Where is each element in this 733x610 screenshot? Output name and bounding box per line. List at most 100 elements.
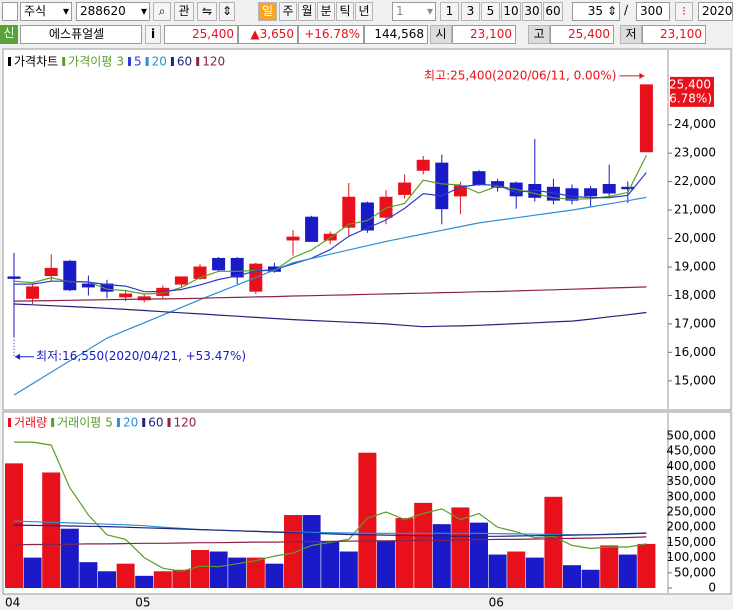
period-button[interactable]: 틱 — [336, 2, 354, 21]
max-arrowhead — [639, 72, 645, 79]
y-tick-label: 300,000 — [666, 489, 716, 503]
volume-bar — [98, 571, 116, 588]
minute-button[interactable]: 60 — [543, 2, 563, 21]
legend-marker — [116, 418, 120, 427]
candle-body — [342, 196, 356, 228]
refresh-button[interactable]: ⇋ — [197, 2, 217, 21]
candle-body — [472, 171, 486, 185]
ma-line — [13, 196, 647, 396]
y-tick-label: 100,000 — [666, 550, 716, 564]
spinner: ⇕ — [606, 4, 617, 18]
market-select[interactable]: 주식 ▾ — [20, 2, 72, 21]
y-tick-label: 0 — [708, 581, 716, 595]
volume-bar — [525, 557, 544, 588]
legend-label: 3 — [116, 55, 124, 69]
menu-icon[interactable] — [2, 2, 18, 21]
period-button[interactable]: 년 — [355, 2, 373, 21]
market: 주식 — [24, 4, 47, 18]
volume-bar — [581, 569, 600, 588]
candle-body — [379, 196, 393, 218]
legend-marker — [167, 418, 171, 427]
ma-line — [13, 520, 647, 536]
volume-bar — [563, 565, 581, 588]
candle-body — [230, 257, 244, 278]
volume-bar — [507, 551, 526, 588]
legend-label: 거래량 — [14, 416, 47, 430]
ma-line — [14, 172, 647, 293]
period-button[interactable]: 분 — [317, 2, 335, 21]
legend-label: 5 — [134, 55, 142, 69]
candle-body — [565, 188, 579, 201]
legend-marker — [51, 418, 55, 427]
legend-marker — [62, 57, 66, 66]
legend-marker — [142, 418, 146, 427]
interval-select[interactable]: 1 ▾ — [392, 2, 436, 21]
volume: 144,568 — [364, 25, 428, 44]
ma-line — [13, 155, 647, 295]
code: 288620 — [80, 4, 126, 18]
legend-label: 60 — [148, 416, 163, 430]
period-button[interactable]: 월 — [298, 2, 316, 21]
candle-body — [584, 188, 598, 197]
legend-label: 120 — [174, 416, 197, 430]
separator: / — [624, 3, 629, 17]
volume-bar — [414, 502, 433, 588]
legend-label: 20 — [152, 55, 167, 69]
candle-body — [305, 216, 319, 242]
candle-body — [212, 257, 226, 271]
favorite-button[interactable]: 관 — [174, 2, 194, 21]
info-button[interactable]: i — [145, 25, 161, 44]
legend-label: 가격이평 — [68, 55, 112, 69]
y-tick-label: 50,000 — [674, 565, 716, 579]
volume-bar — [153, 571, 172, 588]
count: 35 — [587, 4, 603, 18]
dropdown-arrow: ▾ — [140, 4, 147, 18]
open-label: 시 — [430, 25, 452, 44]
y-tick-label: 19,000 — [674, 259, 716, 273]
minute-button[interactable]: 3 — [461, 2, 480, 21]
period-button[interactable]: 주 — [279, 2, 297, 21]
minute-button[interactable]: 1 — [440, 2, 459, 21]
volume-bar — [265, 563, 284, 588]
candle-body — [44, 267, 58, 277]
search-button[interactable]: ⌕ — [153, 2, 171, 21]
volume-bar — [358, 452, 377, 588]
candle-body — [639, 84, 653, 153]
last-price-label: 25,400 — [669, 77, 711, 91]
legend-label: 5 — [105, 416, 113, 430]
minute-button[interactable]: 5 — [481, 2, 500, 21]
y-tick-label: 23,000 — [674, 146, 716, 160]
volume-bar — [488, 554, 507, 588]
open: 23,100 — [452, 25, 516, 44]
period-button[interactable]: 일 — [258, 2, 277, 21]
dropdown-arrow: ▾ — [426, 4, 433, 18]
low: 23,100 — [642, 25, 706, 44]
y-tick-label: 24,000 — [674, 117, 716, 131]
candle-body — [602, 183, 616, 194]
alert-button[interactable]: ⁝ — [675, 2, 693, 21]
ma-line — [13, 303, 647, 328]
spin-button[interactable]: ⇕ — [219, 2, 235, 21]
ma-line — [13, 536, 647, 546]
low-label: 저 — [620, 25, 642, 44]
legend-marker — [8, 418, 11, 427]
code-input[interactable]: 288620 ▾ — [76, 2, 150, 21]
last-change-label: (16.78%) — [657, 91, 712, 105]
y-tick-label: 250,000 — [666, 504, 716, 518]
minute-button[interactable]: 10 — [501, 2, 521, 21]
minute-button[interactable]: 30 — [522, 2, 542, 21]
candle-body — [7, 276, 21, 279]
volume-bar — [637, 543, 656, 588]
volume-bar — [284, 515, 302, 588]
volume-bar — [246, 557, 265, 588]
legend-marker — [145, 57, 149, 66]
candle-body — [193, 266, 207, 279]
legend-marker — [127, 57, 131, 66]
date-input[interactable]: 2020/ — [698, 2, 733, 21]
candle-body — [286, 236, 300, 241]
count-input[interactable]: 35 ⇕ — [572, 2, 620, 21]
volume-bar — [302, 515, 321, 588]
x-tick-label: 05 — [135, 596, 150, 610]
candle-body — [416, 159, 430, 171]
